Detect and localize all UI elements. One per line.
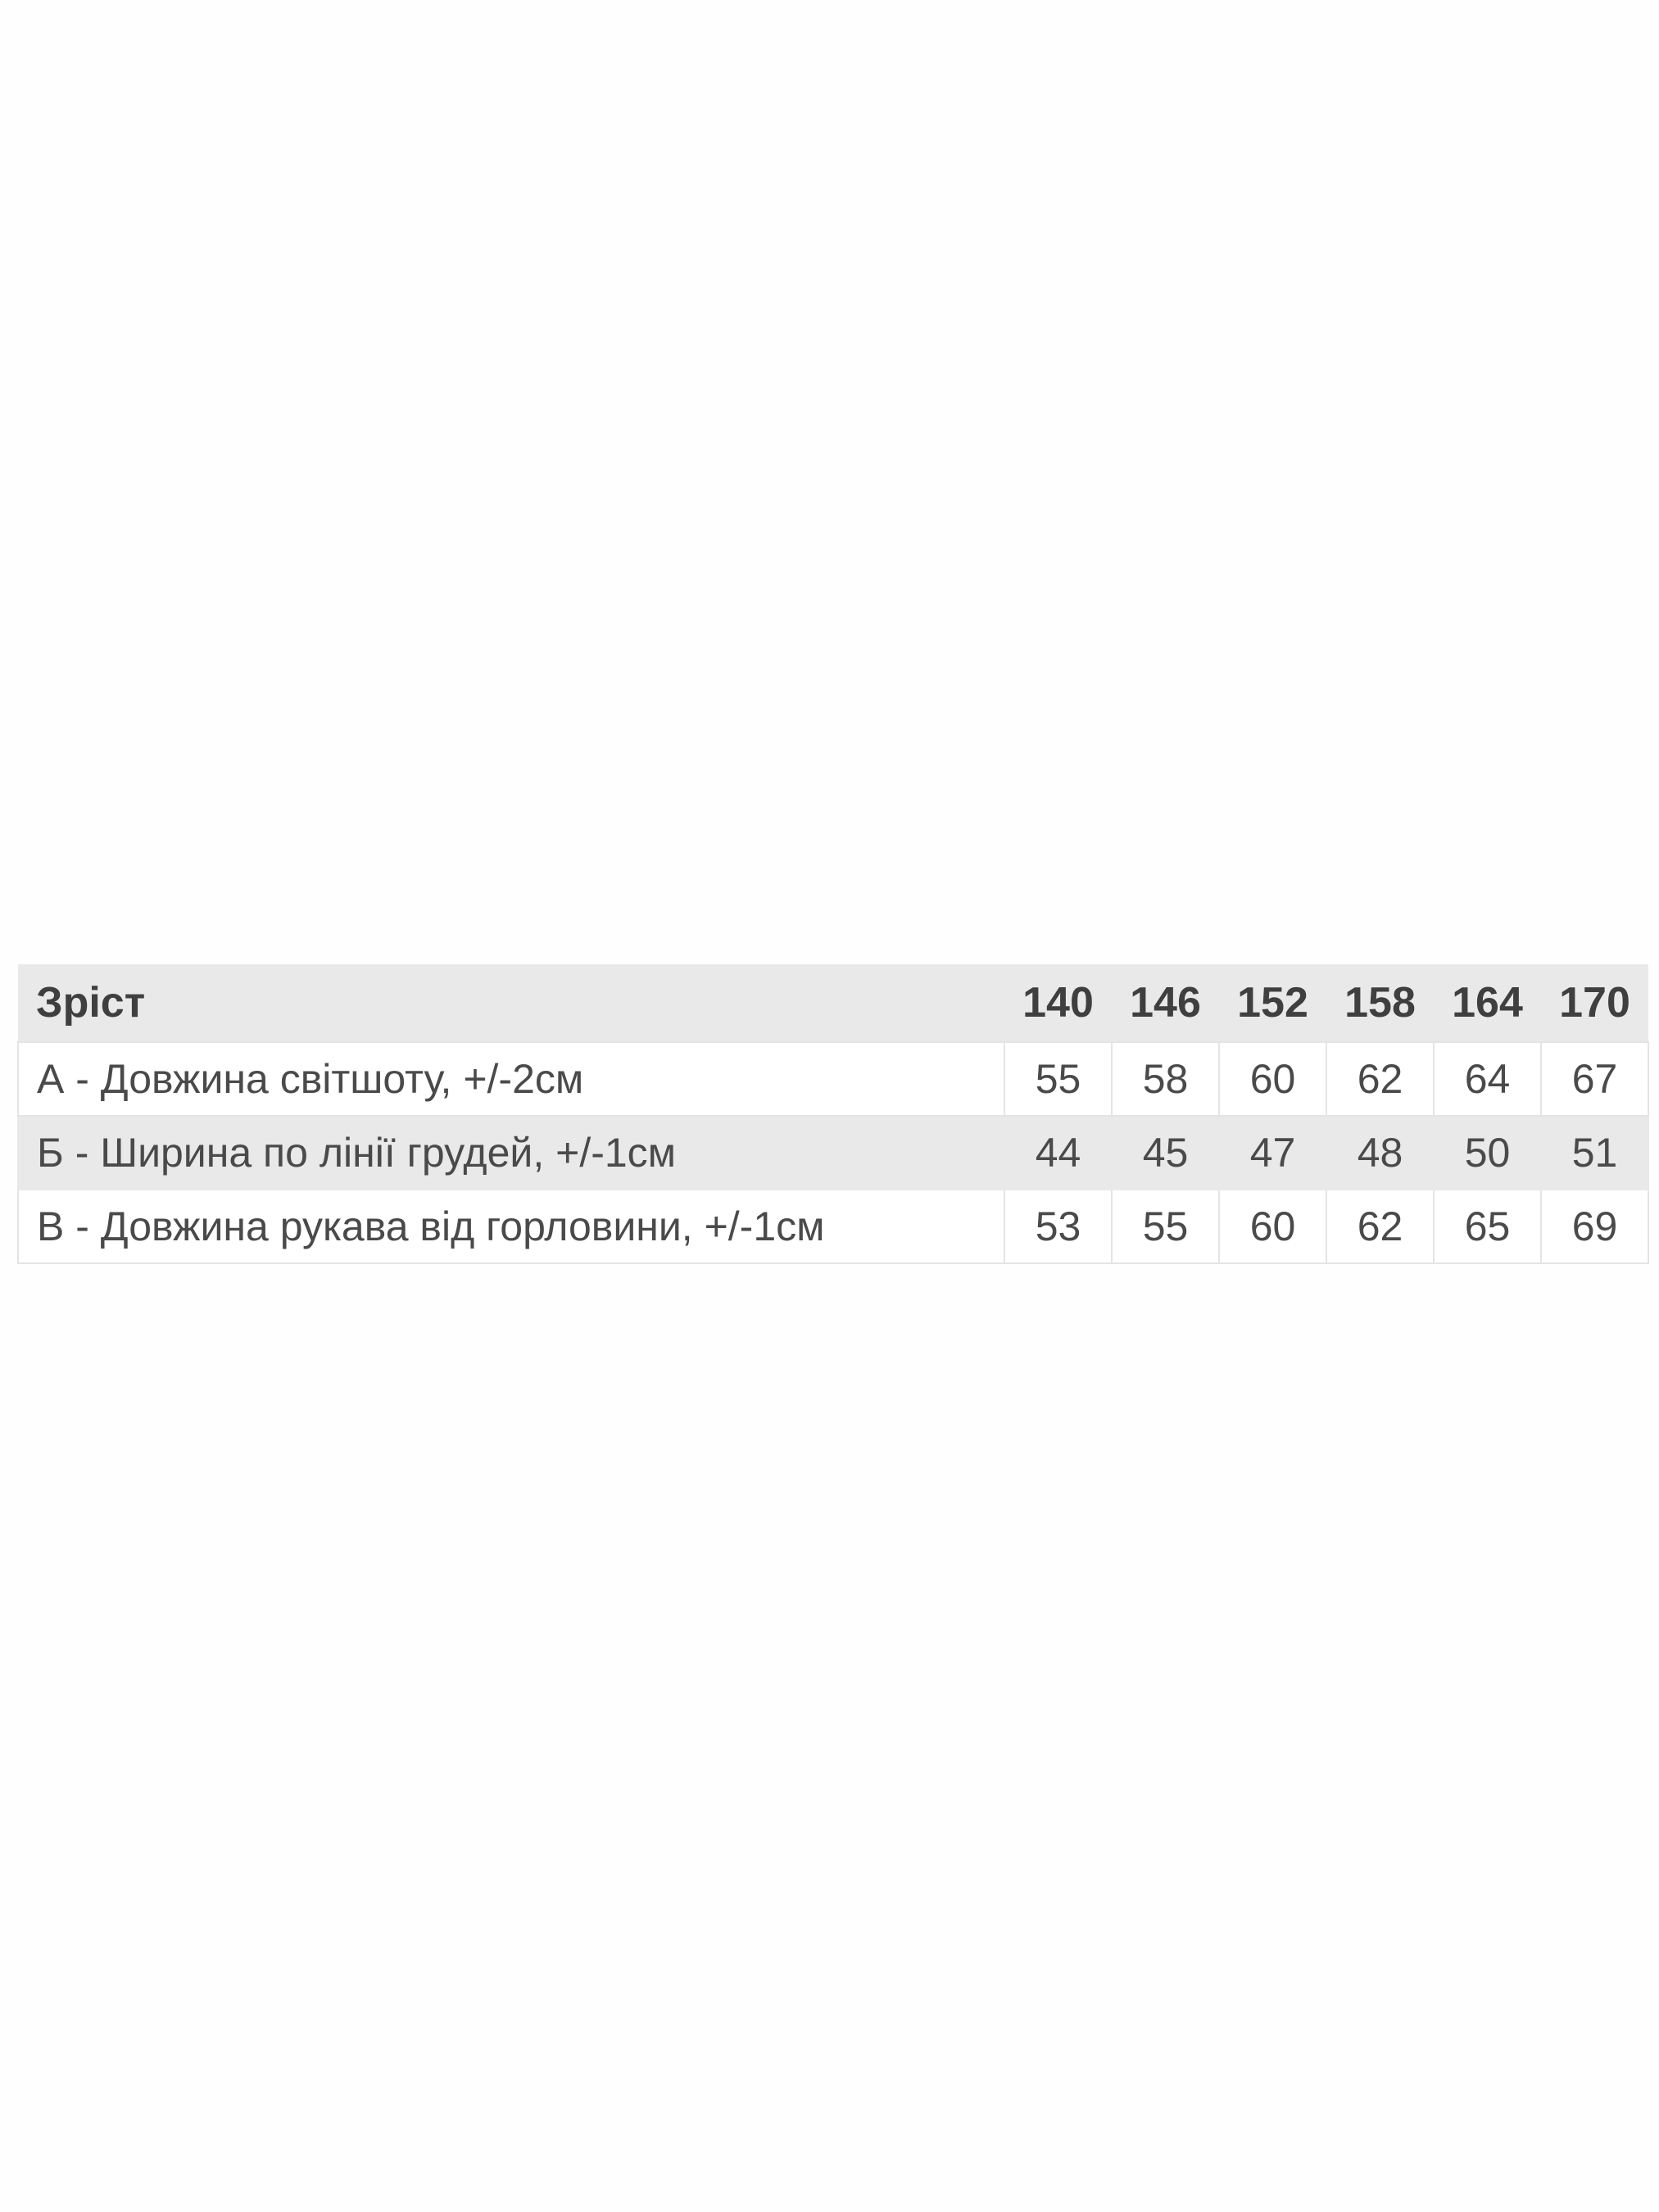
cell: 45 [1111, 1115, 1220, 1190]
header-size: 140 [1004, 964, 1112, 1042]
header-row: Зріст 140 146 152 158 164 170 [18, 964, 1648, 1042]
table-row: В - Довжина рукава від горловини, +/-1см… [17, 1189, 1649, 1264]
cell: 62 [1326, 1189, 1435, 1264]
row-label: А - Довжина світшоту, +/-2см [17, 1041, 1005, 1117]
row-label: В - Довжина рукава від горловини, +/-1см [17, 1189, 1005, 1264]
cell: 67 [1540, 1041, 1649, 1117]
header-size: 164 [1434, 964, 1541, 1042]
cell: 69 [1540, 1189, 1649, 1264]
table-row: Б - Ширина по лінії грудей, +/-1см 44 45… [17, 1115, 1649, 1190]
cell: 51 [1540, 1115, 1649, 1190]
header-size: 152 [1219, 964, 1326, 1042]
cell: 55 [1004, 1041, 1113, 1117]
cell: 62 [1326, 1041, 1435, 1117]
row-label: Б - Ширина по лінії грудей, +/-1см [17, 1115, 1005, 1190]
table-row: А - Довжина світшоту, +/-2см 55 58 60 62… [17, 1041, 1649, 1117]
cell: 55 [1111, 1189, 1220, 1264]
cell: 47 [1218, 1115, 1327, 1190]
cell: 48 [1326, 1115, 1435, 1190]
cell: 65 [1433, 1189, 1542, 1264]
cell: 53 [1004, 1189, 1113, 1264]
header-size: 158 [1326, 964, 1434, 1042]
size-chart-table: Зріст 140 146 152 158 164 170 А - Довжин… [17, 964, 1649, 1264]
header-size: 146 [1112, 964, 1219, 1042]
header-size: 170 [1541, 964, 1648, 1042]
cell: 60 [1218, 1189, 1327, 1264]
cell: 44 [1004, 1115, 1113, 1190]
cell: 58 [1111, 1041, 1220, 1117]
cell: 64 [1433, 1041, 1542, 1117]
header-label: Зріст [18, 964, 1004, 1042]
cell: 50 [1433, 1115, 1542, 1190]
cell: 60 [1218, 1041, 1327, 1117]
